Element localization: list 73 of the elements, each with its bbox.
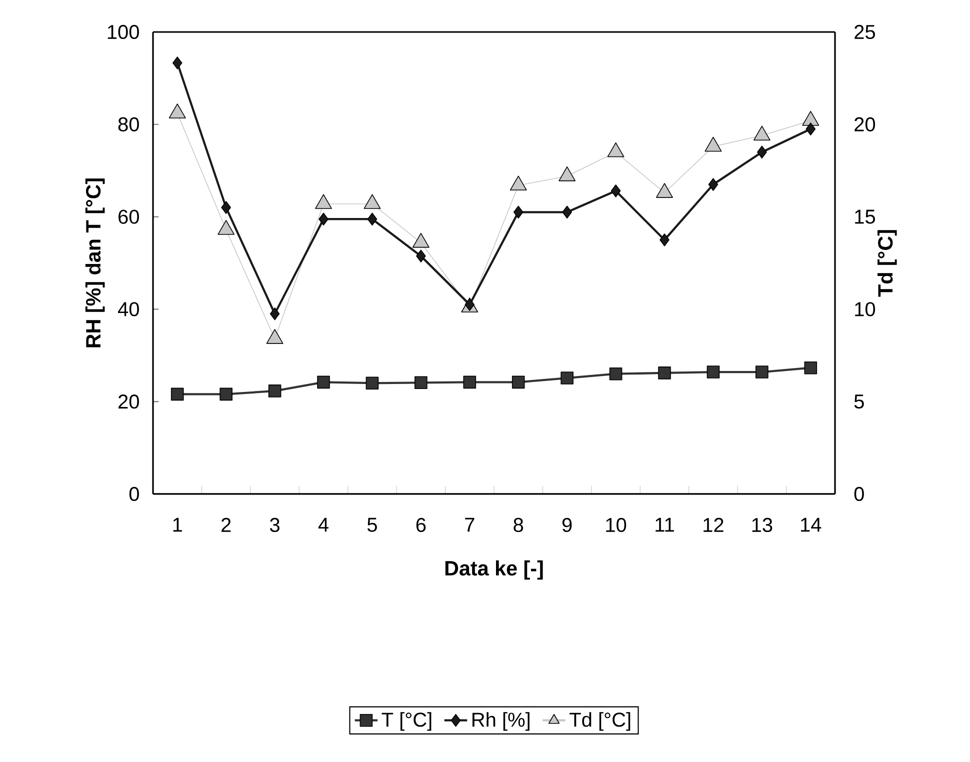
- point: [753, 126, 770, 141]
- point: [366, 376, 379, 390]
- point: [414, 376, 428, 390]
- y-tick-label: 0: [129, 486, 139, 502]
- point: [464, 298, 475, 311]
- x-tick-label: 3: [270, 518, 280, 532]
- point: [315, 194, 332, 209]
- y-tick-label: 60: [118, 210, 139, 224]
- point: [512, 376, 525, 389]
- point: [513, 206, 524, 219]
- point: [558, 166, 576, 182]
- x-tick-label: 1: [173, 518, 182, 532]
- point: [607, 142, 624, 158]
- y2-tick-label: 5: [854, 394, 864, 409]
- point: [802, 110, 820, 126]
- x-tick-label: 5: [367, 518, 377, 532]
- x-axis-title: Data ke [-]: [445, 560, 543, 580]
- point: [804, 361, 818, 374]
- x-tick-label: 2: [222, 518, 231, 532]
- x-tick-label: 14: [801, 518, 822, 532]
- point: [706, 366, 720, 378]
- x-tick-label: 9: [562, 518, 572, 532]
- y2-tick-label: 25: [854, 24, 875, 40]
- point: [364, 194, 381, 209]
- point: [463, 376, 476, 389]
- y2-tick-label: 10: [855, 302, 876, 316]
- point: [708, 178, 718, 191]
- y-axis-title: RH [%] dan T [°C]: [85, 178, 105, 348]
- legend-label: Td [°C]: [570, 712, 630, 731]
- y2-tick-label: 15: [855, 210, 875, 224]
- y2-tick-label: 20: [854, 117, 876, 132]
- point: [610, 184, 621, 198]
- point: [367, 212, 378, 226]
- point: [221, 201, 231, 214]
- point: [270, 307, 280, 320]
- point: [170, 388, 184, 401]
- x-tick-label: 13: [752, 518, 772, 532]
- legend-label: T [°C]: [382, 712, 432, 731]
- point: [658, 366, 671, 380]
- point: [412, 232, 430, 248]
- legend-label: Rh [%]: [472, 712, 530, 731]
- point: [704, 136, 722, 152]
- y-tick-label: 100: [108, 24, 139, 40]
- x-tick-label: 10: [606, 518, 626, 532]
- point: [756, 366, 768, 378]
- point: [656, 183, 673, 198]
- point: [806, 122, 816, 136]
- point: [416, 250, 426, 262]
- point: [168, 104, 186, 118]
- y2-tick-label: 0: [854, 486, 864, 502]
- point: [562, 206, 572, 219]
- point: [317, 376, 330, 389]
- point: [757, 146, 767, 159]
- point: [266, 329, 284, 344]
- x-tick-label: 7: [465, 518, 474, 532]
- x-tick-label: 8: [514, 518, 524, 532]
- point: [510, 176, 527, 190]
- y-tick-label: 80: [118, 117, 139, 132]
- point: [220, 388, 232, 401]
- point: [609, 367, 622, 380]
- x-tick-label: 6: [416, 518, 426, 532]
- y-tick-label: 20: [118, 394, 139, 409]
- y2-axis-title: Td [°C]: [878, 230, 897, 297]
- x-tick-label: 11: [656, 518, 674, 532]
- point: [172, 56, 182, 70]
- point: [318, 212, 328, 226]
- x-tick-label: 12: [704, 518, 724, 532]
- point: [660, 233, 670, 246]
- point: [268, 384, 282, 398]
- x-tick-label: 4: [318, 518, 328, 532]
- point: [218, 220, 235, 235]
- y-tick-label: 40: [118, 302, 139, 316]
- point: [560, 372, 574, 384]
